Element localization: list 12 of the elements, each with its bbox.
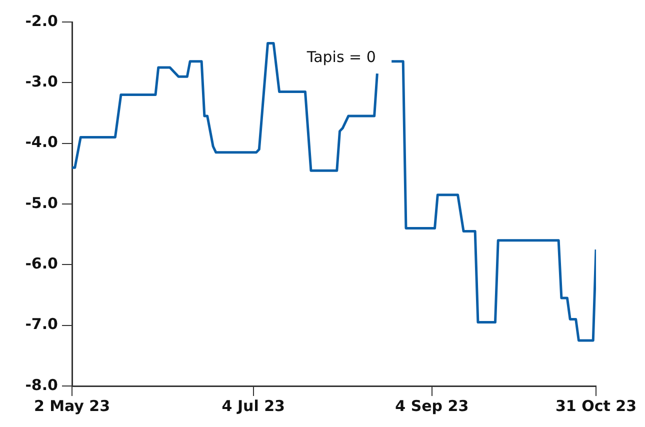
x-tick-label: 4 Sep 23 (395, 396, 469, 415)
y-tick-label: -8.0 (25, 376, 58, 394)
x-tick-label: 4 Jul 23 (222, 396, 285, 415)
y-tick-label: -7.0 (25, 315, 58, 334)
y-tick-label: -3.0 (25, 72, 58, 91)
x-tick-label: 31 Oct 23 (555, 396, 637, 415)
y-tick-label: -6.0 (25, 254, 58, 273)
y-tick-label: -4.0 (25, 133, 58, 152)
y-tick-label: -2.0 (25, 12, 58, 30)
y-tick-label: -5.0 (25, 194, 58, 212)
x-tick-label: 2 May 23 (34, 396, 110, 415)
annotation: Tapis = 0 (306, 48, 376, 66)
